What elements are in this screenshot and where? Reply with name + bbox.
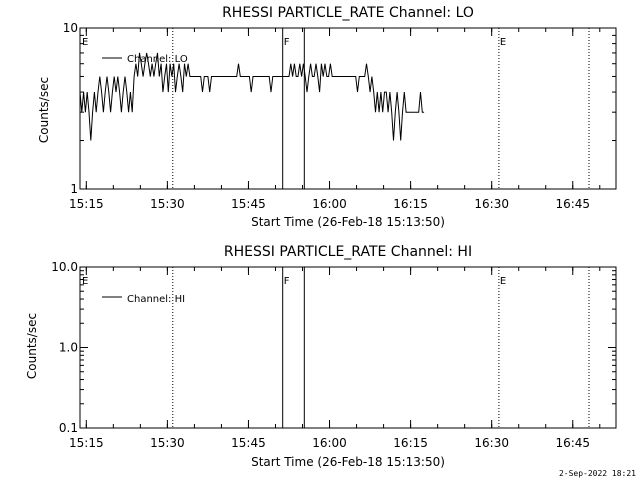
x-tick-label: 16:45 (555, 197, 590, 211)
panel-lo-legend-label: Channel: LO (127, 54, 188, 65)
y-tick-label: 1.0 (59, 341, 78, 355)
y-tick-label: 10 (63, 21, 78, 35)
footer-timestamp: 2-Sep-2022 18:21 (559, 469, 636, 478)
x-tick-label: 16:00 (312, 436, 347, 450)
plot-frame (79, 27, 617, 190)
x-tick-label: 15:30 (150, 436, 185, 450)
panel-hi-title: RHESSI PARTICLE_RATE Channel: HI (224, 244, 472, 260)
panel-hi-ylabel: Counts/sec (25, 313, 39, 379)
x-tick-label: 16:00 (312, 197, 347, 211)
panel-hi-xlabel: Start Time (26-Feb-18 15:13:50) (251, 455, 445, 469)
x-tick-label: 16:15 (393, 436, 428, 450)
x-tick-label: 15:45 (231, 197, 266, 211)
panel-lo-ylabel: Counts/sec (37, 77, 51, 143)
panel-hi: RHESSI PARTICLE_RATE Channel: HI Start T… (25, 244, 617, 469)
x-tick-label: 16:15 (393, 197, 428, 211)
x-tick-label: 16:30 (474, 197, 509, 211)
panel-lo-xlabel: Start Time (26-Feb-18 15:13:50) (251, 215, 445, 229)
series-line (79, 52, 425, 141)
annotation-label: E (82, 276, 88, 287)
panel-hi-legend-label: Channel: HI (127, 294, 185, 305)
annotation-label: E (82, 37, 88, 48)
panel-lo: RHESSI PARTICLE_RATE Channel: LO Start T… (37, 5, 617, 229)
y-tick-label: 1 (70, 182, 78, 196)
y-tick-label: 0.1 (59, 421, 78, 435)
annotation-label: E (500, 276, 506, 287)
x-tick-label: 15:15 (69, 197, 104, 211)
annotation-label: E (500, 37, 506, 48)
x-tick-label: 15:45 (231, 436, 266, 450)
panel-lo-plot: 15:15 15:30 15:45 16:00 16:15 16:30 16:45 1 10 E F… (63, 21, 617, 211)
x-tick-label: 15:30 (150, 197, 185, 211)
panel-lo-title: RHESSI PARTICLE_RATE Channel: LO (222, 5, 474, 21)
y-tick-label: 10.0 (51, 260, 78, 274)
annotation-label: F (284, 276, 290, 287)
panel-hi-plot: 15:15 15:30 15:45 16:00 16:15 16:30 16:45 0.1 1.… (51, 260, 617, 450)
x-tick-label: 16:45 (555, 436, 590, 450)
annotation-label: F (284, 37, 290, 48)
x-tick-label: 15:15 (69, 436, 104, 450)
x-tick-label: 16:30 (474, 436, 509, 450)
